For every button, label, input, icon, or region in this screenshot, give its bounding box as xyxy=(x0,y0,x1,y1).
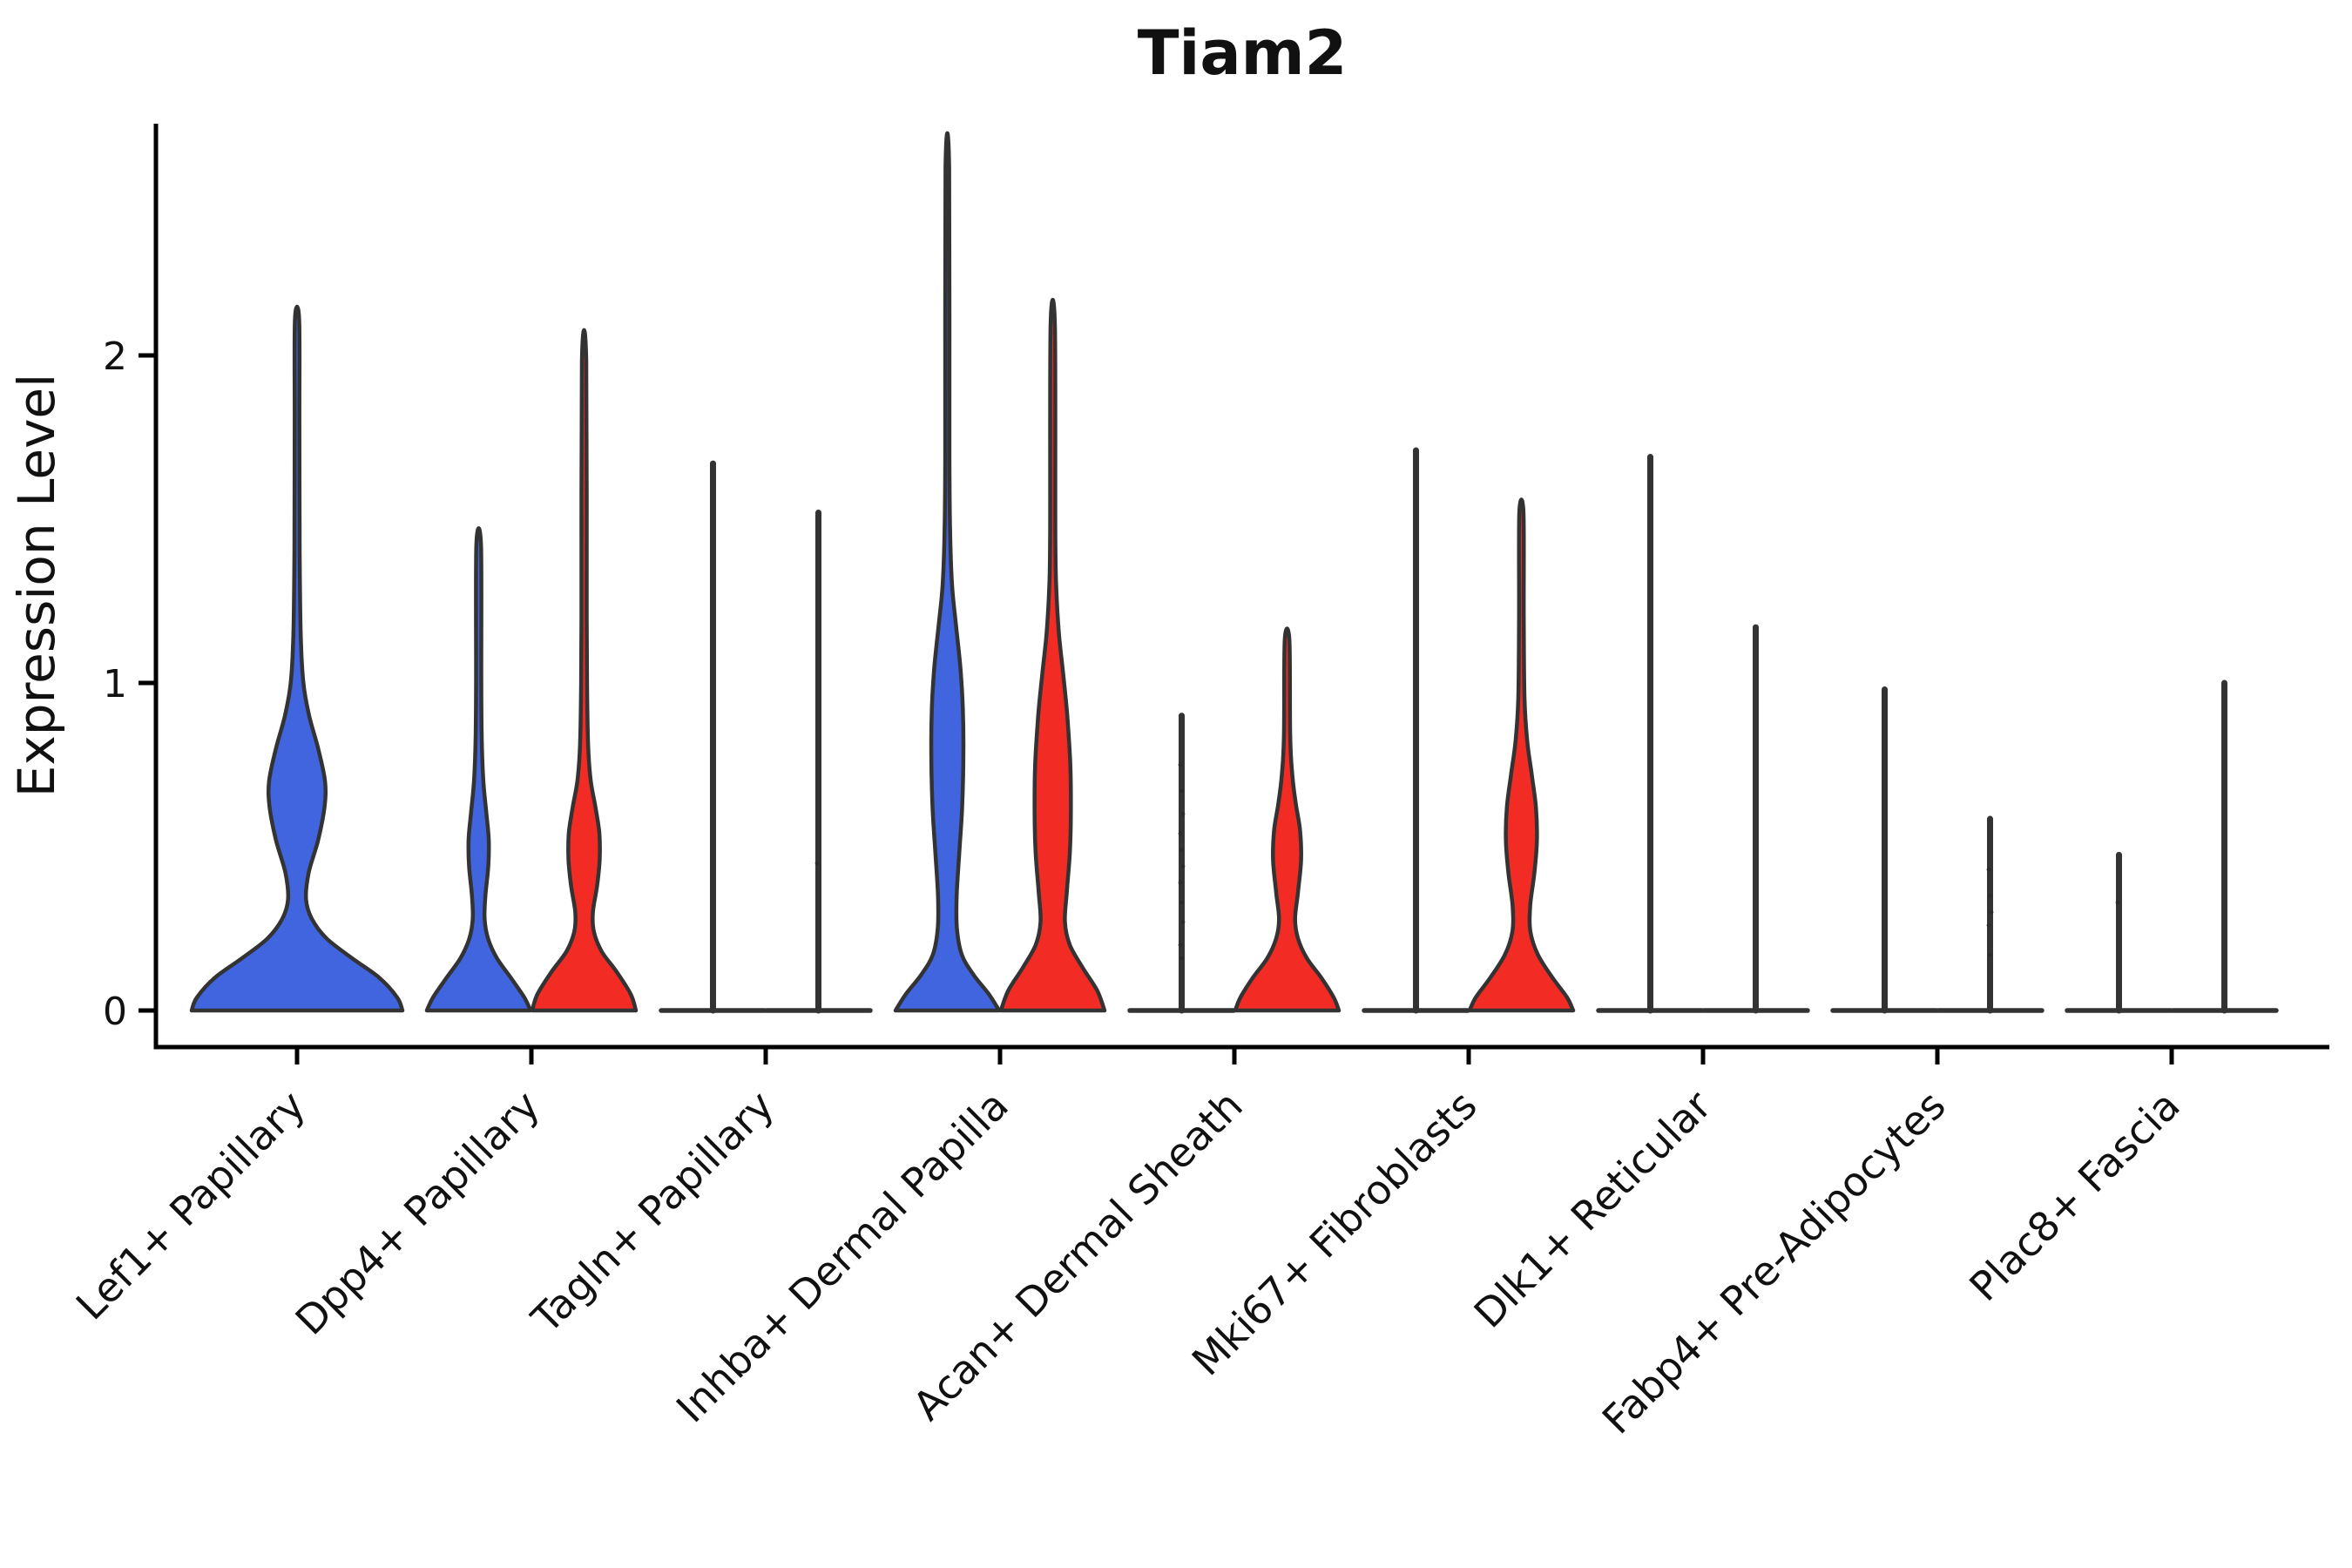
jitter-point xyxy=(1986,867,1991,872)
jitter-point xyxy=(1179,848,1184,853)
violin-acan-dermal-sheath-right xyxy=(1233,626,1342,1013)
x-tick-labels: Lef1+ Papillary Dpp4+ Papillary Tagln+ P… xyxy=(67,1082,2189,1443)
jitter-point xyxy=(1180,920,1186,924)
violin-lef1-papillary-full xyxy=(189,304,405,1013)
x-tick-label-1: Dpp4+ Papillary xyxy=(287,1082,549,1344)
x-tick-label-0: Lef1+ Papillary xyxy=(67,1082,314,1329)
y-axis-label: Expression Level xyxy=(7,374,66,797)
y-tick-label-2: 2 xyxy=(103,335,127,379)
jitter-point xyxy=(1180,812,1186,816)
violin-dpp4-papillary-right xyxy=(530,328,639,1013)
violin-mki67-fibroblasts-right xyxy=(1467,497,1576,1013)
jitter-point xyxy=(1178,943,1183,948)
jitter-point xyxy=(1178,880,1183,885)
jitter-point xyxy=(814,861,820,866)
x-tick-label-6: Dlk1+ Reticular xyxy=(1465,1082,1720,1337)
violins-layer xyxy=(189,131,2279,1014)
jitter-point xyxy=(1988,952,1992,957)
x-axis-ticks xyxy=(294,1047,2174,1064)
jitter-point xyxy=(1178,831,1183,836)
axes xyxy=(139,124,2329,1064)
jitter-point xyxy=(1179,788,1184,794)
chart-title: Tiam2 xyxy=(1138,17,1348,89)
jitter-point xyxy=(2115,900,2120,905)
jitter-point xyxy=(1986,923,1991,928)
y-axis-ticks xyxy=(139,353,156,1013)
violin-dpp4-papillary-left xyxy=(424,526,533,1013)
y-tick-label-1: 1 xyxy=(103,662,127,706)
jitter-point xyxy=(1178,762,1183,767)
y-tick-label-0: 0 xyxy=(103,990,127,1034)
violin-inhba-dermal-papilla-left xyxy=(893,131,1002,1013)
violin-inhba-dermal-papilla-right xyxy=(998,297,1107,1013)
jitter-point xyxy=(1179,956,1184,961)
x-tick-label-8: Plac8+ Fascia xyxy=(1960,1082,2188,1310)
y-tick-labels: 0 1 2 xyxy=(103,335,127,1034)
jitter-point xyxy=(1179,900,1184,905)
jitter-point xyxy=(1180,864,1186,868)
jitter-point xyxy=(1989,909,1994,915)
jitter-point xyxy=(1988,894,1992,898)
x-tick-label-2: Tagln+ Papillary xyxy=(522,1082,783,1343)
